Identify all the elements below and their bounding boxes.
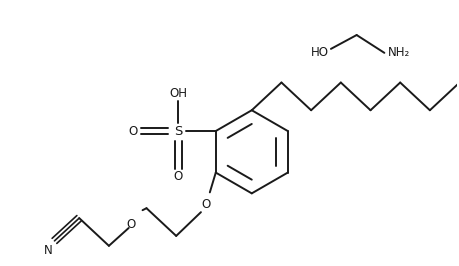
Text: N: N <box>44 244 53 257</box>
Text: NH₂: NH₂ <box>388 46 410 59</box>
Text: O: O <box>174 170 183 183</box>
Text: HO: HO <box>311 46 329 59</box>
Text: OH: OH <box>169 87 187 100</box>
Text: S: S <box>174 124 182 138</box>
Text: O: O <box>126 218 135 231</box>
Text: O: O <box>128 124 137 138</box>
Text: O: O <box>201 198 211 211</box>
